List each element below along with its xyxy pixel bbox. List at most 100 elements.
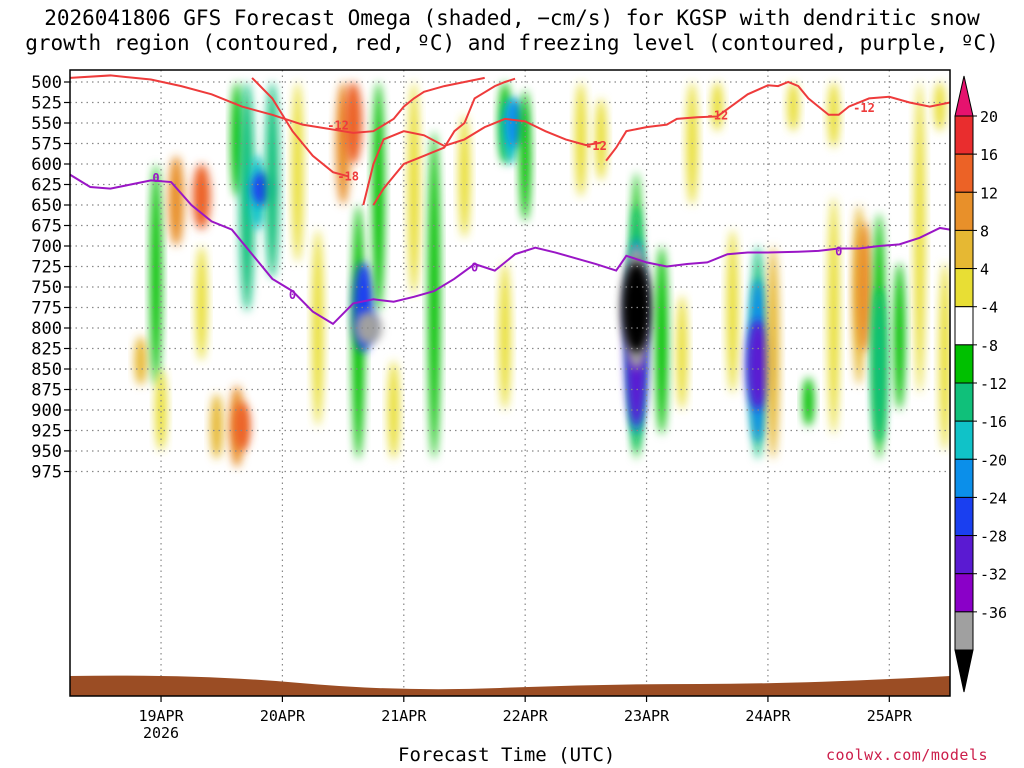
colorbar-label: -32 — [980, 566, 1007, 584]
y-tick-label: 650 — [31, 196, 62, 216]
colorbar-swatch — [954, 496, 974, 537]
colorbar-swatch — [954, 229, 974, 270]
y-tick-label: 925 — [31, 422, 62, 442]
colorbar-swatch — [954, 573, 974, 613]
y-tick-label: 600 — [31, 155, 62, 175]
dendritic-contour — [70, 74, 485, 134]
colorbar-label: 4 — [980, 261, 989, 279]
x-tick-label: 22APR — [503, 707, 549, 725]
omega-cell — [893, 262, 906, 411]
y-tick-label: 775 — [31, 299, 62, 319]
omega-cell — [939, 262, 950, 451]
colorbar-swatch — [954, 458, 974, 498]
omega-cell — [828, 196, 840, 435]
dendritic-contour — [251, 77, 349, 178]
omega-cell — [458, 114, 471, 238]
colorbar-swatch — [954, 115, 974, 155]
omega-cell — [344, 82, 363, 164]
omega-cell — [621, 262, 651, 353]
y-tick-label: 850 — [31, 360, 62, 380]
omega-cell — [134, 336, 148, 386]
omega-cell — [676, 295, 688, 410]
omega-cell — [871, 287, 887, 443]
omega-cell — [766, 246, 780, 460]
omega-cell — [595, 98, 607, 181]
colorbar-label: -28 — [980, 528, 1007, 546]
dendritic-contour-label: -12 — [853, 101, 875, 115]
ground-fill — [70, 675, 950, 696]
y-tick-label: 950 — [31, 442, 62, 462]
colorbar-label: 8 — [980, 222, 989, 240]
omega-cell — [726, 229, 739, 394]
freezing-level-label: 0 — [289, 288, 296, 302]
colorbar-label: -12 — [980, 375, 1007, 393]
omega-cell — [575, 81, 587, 197]
omega-cell — [746, 319, 769, 410]
credit-text: coolwx.com/models — [826, 746, 989, 764]
colorbar-swatch — [954, 535, 974, 575]
y-tick-label: 500 — [31, 73, 62, 93]
y-tick-label: 550 — [31, 114, 62, 134]
plot-area — [70, 70, 950, 696]
y-tick-label: 525 — [31, 94, 62, 114]
colorbar-max-arrow — [954, 75, 974, 117]
colorbar-label: -16 — [980, 413, 1007, 431]
colorbar-label: -36 — [980, 604, 1007, 622]
omega-cell — [150, 164, 162, 386]
plot-border — [69, 69, 951, 697]
y-tick-label: 750 — [31, 278, 62, 298]
colorbar-swatch — [954, 153, 974, 193]
colorbar-label: -24 — [980, 489, 1007, 507]
y-tick-label: 825 — [31, 340, 62, 360]
omega-cell — [388, 360, 400, 460]
dendritic-contour — [605, 80, 950, 162]
y-tick-label: 625 — [31, 176, 62, 196]
colorbar: 20 16 12 8 4 -4 -8 -12 -16 -20 -24 -28 -32 -36 — [954, 75, 1007, 693]
colorbar-swatch — [954, 344, 974, 384]
omega-cell — [711, 82, 724, 132]
dendritic-contour — [362, 117, 602, 206]
omega-shading — [134, 81, 950, 468]
freezing-level-label: 0 — [471, 260, 478, 274]
omega-cell — [428, 131, 441, 460]
y-tick-label: 575 — [31, 135, 62, 155]
omega-cell — [407, 82, 420, 296]
colorbar-swatch — [954, 611, 974, 651]
omega-cell — [506, 98, 525, 148]
y-tick-label: 700 — [31, 237, 62, 257]
omega-cell — [655, 245, 668, 435]
omega-cell — [787, 82, 799, 132]
colorbar-label: 12 — [980, 184, 998, 202]
dendritic-contour — [372, 77, 516, 206]
x-tick-label: 19APR — [138, 707, 184, 725]
omega-cell — [291, 82, 304, 263]
x-tick-label: 21APR — [381, 707, 427, 725]
y-tick-label: 725 — [31, 258, 62, 278]
omega-cell — [233, 401, 251, 451]
omega-cell — [210, 393, 223, 460]
y-tick-label: 875 — [31, 381, 62, 401]
omega-cell — [195, 246, 208, 361]
plot-frame — [69, 69, 951, 697]
colorbar-swatch — [954, 420, 974, 460]
x-tick-label: 23APR — [624, 707, 670, 725]
x-tick-label: 24APR — [745, 707, 791, 725]
omega-cell — [265, 81, 280, 279]
omega-cell — [934, 82, 946, 132]
y-axis: 5005255505756006256506757007257507758008… — [31, 73, 70, 483]
y-tick-label: 975 — [31, 463, 62, 483]
omega-cell — [231, 81, 243, 197]
dendritic-contour-label: -12 — [585, 139, 607, 153]
colorbar-label: 20 — [980, 108, 998, 126]
plot-background — [70, 70, 950, 696]
omega-cell — [499, 262, 511, 411]
colorbar-label: -8 — [980, 337, 998, 355]
x-tick-sublabel: 2026 — [143, 724, 179, 742]
freezing-level-contour — [70, 173, 950, 326]
omega-cell — [856, 221, 872, 353]
colorbar-label: -20 — [980, 451, 1007, 469]
freezing-level-label: 0 — [835, 245, 842, 259]
